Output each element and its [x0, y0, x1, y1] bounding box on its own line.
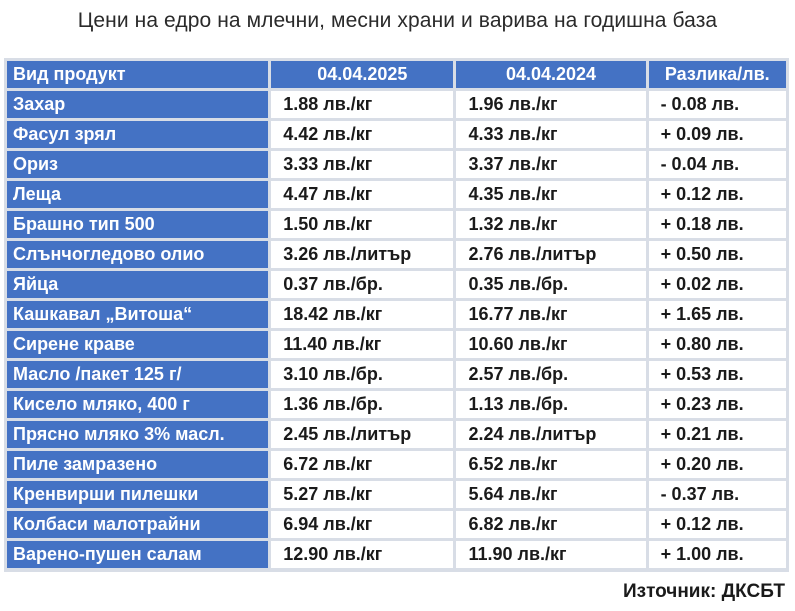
table-row: Колбаси малотрайни 6.94 лв./кг 6.82 лв./кг…	[7, 511, 786, 538]
price-2024-cell: 4.33 лв./кг	[456, 121, 646, 148]
price-2025-cell: 3.33 лв./кг	[271, 151, 454, 178]
table-row: Масло /пакет 125 г/3.10 лв./бр. 2.57 лв./…	[7, 361, 786, 388]
product-name-cell: Слънчогледово олио	[7, 241, 269, 268]
price-2025-cell: 4.47 лв./кг	[271, 181, 454, 208]
product-name-cell: Ориз	[7, 151, 269, 178]
difference-cell: - 0.37 лв.	[648, 481, 786, 508]
product-name-cell: Брашно тип 500	[7, 211, 269, 238]
difference-cell: + 0.12 лв.	[648, 511, 786, 538]
price-2025-cell: 4.42 лв./кг	[271, 121, 454, 148]
price-2025-cell: 12.90 лв./кг	[271, 541, 454, 568]
difference-cell: - 0.08 лв.	[648, 91, 786, 118]
table-row: Ориз 3.33 лв./кг 3.37 лв./кг - 0.04 лв.	[7, 151, 786, 178]
price-2025-cell: 3.10 лв./бр.	[271, 361, 454, 388]
price-2024-cell: 6.82 лв./кг	[456, 511, 646, 538]
product-name-cell: Фасул зрял	[7, 121, 269, 148]
table-header-row: Вид продукт 04.04.2025 04.04.2024 Разлик…	[7, 61, 786, 88]
price-table: Вид продукт 04.04.2025 04.04.2024 Разлик…	[4, 58, 789, 572]
table-row: Пиле замразено 6.72 лв./кг 6.52 лв./кг + 0.…	[7, 451, 786, 478]
price-2024-cell: 0.35 лв./бр.	[456, 271, 646, 298]
price-2025-cell: 6.94 лв./кг	[271, 511, 454, 538]
header-date-2025: 04.04.2025	[271, 61, 454, 88]
price-2024-cell: 4.35 лв./кг	[456, 181, 646, 208]
price-2025-cell: 5.27 лв./кг	[271, 481, 454, 508]
difference-cell: + 0.80 лв.	[648, 331, 786, 358]
product-name-cell: Кашкавал „Витоша“	[7, 301, 269, 328]
table-row: Яйца 0.37 лв./бр. 0.35 лв./бр. + 0.02 лв.	[7, 271, 786, 298]
product-name-cell: Варено-пушен салам	[7, 541, 269, 568]
difference-cell: + 1.65 лв.	[648, 301, 786, 328]
table-row: Варено-пушен салам 12.90 лв./кг 11.90 лв./…	[7, 541, 786, 568]
price-2024-cell: 2.24 лв./литър	[456, 421, 646, 448]
product-name-cell: Яйца	[7, 271, 269, 298]
price-2024-cell: 10.60 лв./кг	[456, 331, 646, 358]
price-2024-cell: 6.52 лв./кг	[456, 451, 646, 478]
price-2025-cell: 18.42 лв./кг	[271, 301, 454, 328]
difference-cell: + 0.02 лв.	[648, 271, 786, 298]
price-2024-cell: 11.90 лв./кг	[456, 541, 646, 568]
price-2024-cell: 1.32 лв./кг	[456, 211, 646, 238]
price-2025-cell: 1.88 лв./кг	[271, 91, 454, 118]
table-row: Леща 4.47 лв./кг 4.35 лв./кг + 0.12 лв.	[7, 181, 786, 208]
difference-cell: + 1.00 лв.	[648, 541, 786, 568]
page-title: Цени на едро на млечни, месни храни и ва…	[77, 9, 718, 32]
difference-cell: + 0.18 лв.	[648, 211, 786, 238]
difference-cell: + 0.53 лв.	[648, 361, 786, 388]
difference-cell: + 0.09 лв.	[648, 121, 786, 148]
price-2025-cell: 6.72 лв./кг	[271, 451, 454, 478]
price-2024-cell: 2.76 лв./литър	[456, 241, 646, 268]
product-name-cell: Леща	[7, 181, 269, 208]
product-name-cell: Захар	[7, 91, 269, 118]
price-2024-cell: 1.13 лв./бр.	[456, 391, 646, 418]
product-name-cell: Пиле замразено	[7, 451, 269, 478]
table-row: Прясно мляко 3% масл. 2.45 лв./литър 2.24 …	[7, 421, 786, 448]
product-name-cell: Кренвирши пилешки	[7, 481, 269, 508]
product-name-cell: Сирене краве	[7, 331, 269, 358]
table-row: Слънчогледово олио 3.26 лв./литър 2.76 лв.…	[7, 241, 786, 268]
price-2025-cell: 3.26 лв./литър	[271, 241, 454, 268]
difference-cell: + 0.12 лв.	[648, 181, 786, 208]
price-2025-cell: 1.50 лв./кг	[271, 211, 454, 238]
difference-cell: + 0.21 лв.	[648, 421, 786, 448]
price-2024-cell: 3.37 лв./кг	[456, 151, 646, 178]
difference-cell: + 0.23 лв.	[648, 391, 786, 418]
product-name-cell: Колбаси малотрайни	[7, 511, 269, 538]
product-name-cell: Прясно мляко 3% масл.	[7, 421, 269, 448]
table-row: Кашкавал „Витоша“ 18.42 лв./кг 16.77 лв./к…	[7, 301, 786, 328]
difference-cell: - 0.04 лв.	[648, 151, 786, 178]
price-2025-cell: 2.45 лв./литър	[271, 421, 454, 448]
product-name-cell: Кисело мляко, 400 г	[7, 391, 269, 418]
header-difference: Разлика/лв.	[648, 61, 786, 88]
price-2025-cell: 1.36 лв./бр.	[271, 391, 454, 418]
source-note: Източник: ДКСБТ	[623, 581, 785, 602]
table-row: Фасул зрял 4.42 лв./кг 4.33 лв./кг + 0.09 л…	[7, 121, 786, 148]
price-2024-cell: 16.77 лв./кг	[456, 301, 646, 328]
price-table-grid: Вид продукт 04.04.2025 04.04.2024 Разлик…	[4, 58, 789, 571]
difference-cell: + 0.50 лв.	[648, 241, 786, 268]
table-row: Кренвирши пилешки 5.27 лв./кг 5.64 лв./кг -…	[7, 481, 786, 508]
price-2024-cell: 5.64 лв./кг	[456, 481, 646, 508]
table-row: Захар 1.88 лв./кг 1.96 лв./кг - 0.08 лв.	[7, 91, 786, 118]
table-row: Кисело мляко, 400 г 1.36 лв./бр. 1.13 лв./…	[7, 391, 786, 418]
price-2025-cell: 0.37 лв./бр.	[271, 271, 454, 298]
product-name-cell: Масло /пакет 125 г/	[7, 361, 269, 388]
table-row: Брашно тип 500 1.50 лв./кг 1.32 лв./кг + 0.…	[7, 211, 786, 238]
price-2024-cell: 1.96 лв./кг	[456, 91, 646, 118]
header-date-2024: 04.04.2024	[456, 61, 646, 88]
price-2024-cell: 2.57 лв./бр.	[456, 361, 646, 388]
table-row: Сирене краве 11.40 лв./кг 10.60 лв./кг + 0.…	[7, 331, 786, 358]
difference-cell: + 0.20 лв.	[648, 451, 786, 478]
price-2025-cell: 11.40 лв./кг	[271, 331, 454, 358]
header-product: Вид продукт	[7, 61, 269, 88]
